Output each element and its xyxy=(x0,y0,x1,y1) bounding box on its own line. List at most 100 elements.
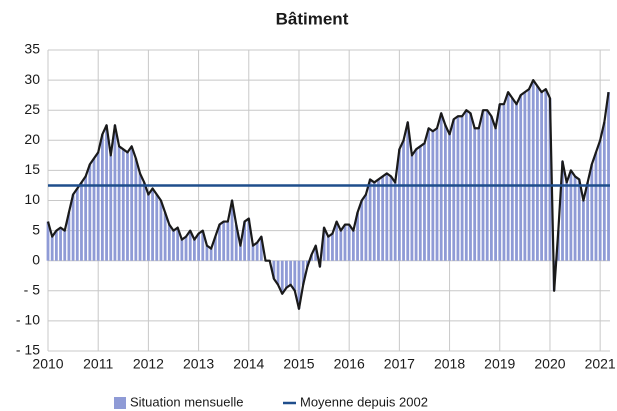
y-tick-label: 10 xyxy=(24,191,40,207)
bar xyxy=(473,128,477,261)
bar xyxy=(218,224,221,261)
bar xyxy=(397,149,401,261)
bar xyxy=(368,179,372,261)
bar xyxy=(163,212,167,261)
y-tick-label: 15 xyxy=(24,161,40,177)
bar xyxy=(427,128,431,261)
bar xyxy=(96,152,100,261)
bar xyxy=(586,182,590,261)
bar xyxy=(527,89,531,261)
bar xyxy=(230,200,234,261)
bar xyxy=(393,182,397,261)
bar xyxy=(100,134,104,261)
bar xyxy=(167,224,171,261)
bar xyxy=(351,230,355,261)
bar xyxy=(63,230,67,261)
bar xyxy=(213,236,217,261)
bar xyxy=(452,119,456,261)
bar xyxy=(360,200,364,261)
bar xyxy=(92,158,96,261)
legend-swatch xyxy=(114,397,126,409)
bar xyxy=(489,116,493,261)
bar xyxy=(573,176,577,261)
y-tick-label: - 5 xyxy=(24,282,41,298)
bar xyxy=(385,173,389,261)
bar xyxy=(510,98,514,261)
x-tick-label: 2014 xyxy=(233,356,264,372)
bar xyxy=(498,104,502,261)
bar xyxy=(226,221,230,261)
bar xyxy=(423,143,426,261)
bar xyxy=(506,92,510,261)
bar xyxy=(377,179,380,261)
bar xyxy=(134,158,138,261)
bar xyxy=(80,182,83,261)
bar xyxy=(494,128,497,261)
bar xyxy=(259,236,263,261)
bar xyxy=(201,230,205,261)
bar xyxy=(582,200,585,261)
bar xyxy=(209,248,213,261)
bar xyxy=(381,176,385,261)
bar xyxy=(339,230,343,261)
x-tick-label: 2021 xyxy=(585,356,616,372)
bar xyxy=(88,164,92,261)
bar xyxy=(448,134,451,261)
bar xyxy=(565,182,569,261)
bar xyxy=(180,239,184,261)
x-tick-label: 2020 xyxy=(534,356,565,372)
bar xyxy=(322,227,326,261)
bar xyxy=(301,260,305,285)
bar xyxy=(205,245,209,261)
bar xyxy=(536,86,539,261)
bar xyxy=(59,227,62,261)
chart-title: Bâtiment xyxy=(276,9,349,28)
bar xyxy=(577,179,581,261)
bar xyxy=(159,200,163,261)
bar xyxy=(523,92,527,261)
y-tick-label: - 15 xyxy=(16,342,40,358)
bar xyxy=(280,260,284,294)
bar xyxy=(331,233,334,261)
bar xyxy=(105,125,108,261)
bar xyxy=(239,245,242,261)
x-tick-label: 2016 xyxy=(334,356,365,372)
bar xyxy=(335,221,339,261)
bar xyxy=(142,182,146,261)
x-tick-label: 2010 xyxy=(32,356,63,372)
bar xyxy=(406,122,410,261)
bar xyxy=(285,260,288,288)
bar xyxy=(276,260,280,285)
bar xyxy=(443,125,447,261)
bar xyxy=(251,245,255,261)
y-tick-label: 35 xyxy=(24,41,40,57)
bar xyxy=(594,152,598,261)
bar xyxy=(389,176,393,261)
bar xyxy=(130,146,134,261)
bar xyxy=(243,221,247,261)
bar xyxy=(146,194,150,261)
legend-label: Moyenne depuis 2002 xyxy=(300,394,428,409)
bar xyxy=(402,140,405,261)
bar xyxy=(272,260,276,279)
bar xyxy=(435,128,439,261)
y-tick-label: 25 xyxy=(24,101,40,117)
bar xyxy=(193,239,196,261)
bar xyxy=(561,161,564,261)
y-tick-label: 5 xyxy=(32,221,40,237)
bar xyxy=(548,98,552,261)
bar xyxy=(519,95,523,261)
legend-label: Situation mensuelle xyxy=(130,394,243,409)
bar xyxy=(414,149,418,261)
bar xyxy=(176,227,180,261)
bar xyxy=(151,188,154,261)
bar xyxy=(314,245,318,261)
bar xyxy=(347,224,351,261)
y-tick-label: 30 xyxy=(24,71,40,87)
bar xyxy=(460,116,464,261)
x-tick-label: 2011 xyxy=(83,356,113,372)
x-tick-label: 2015 xyxy=(283,356,314,372)
bar xyxy=(356,212,359,261)
bar xyxy=(197,233,200,261)
